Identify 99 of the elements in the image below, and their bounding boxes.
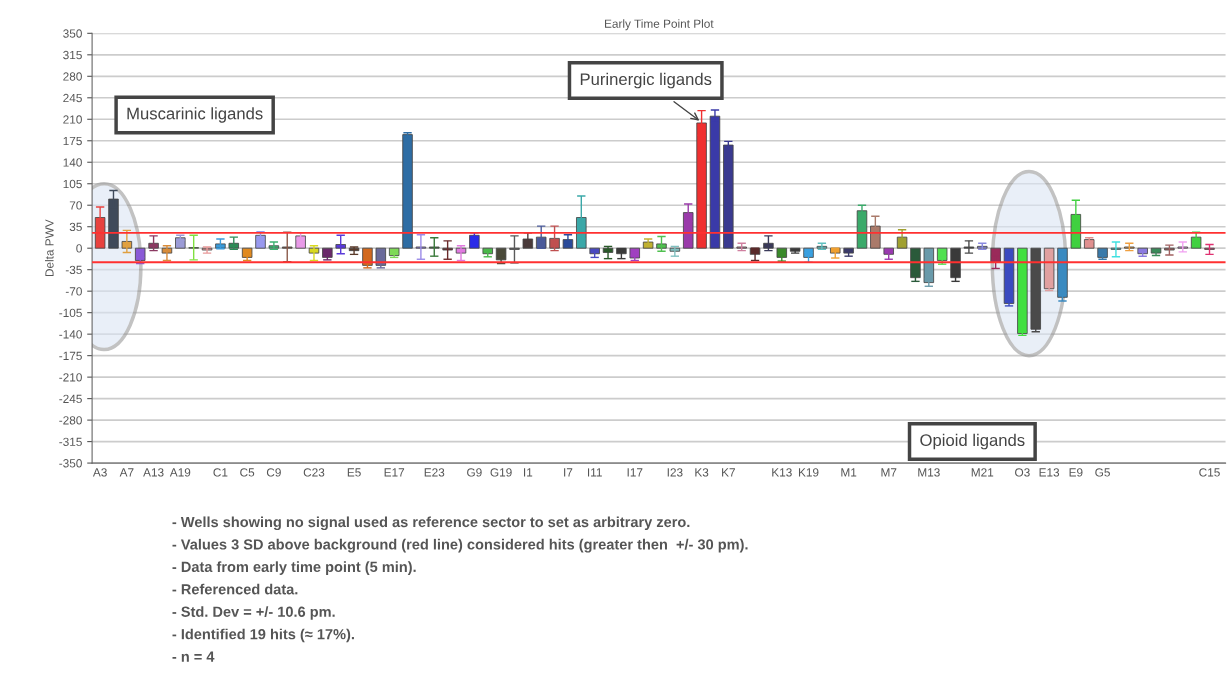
bar [522, 238, 534, 249]
y-tick-label: 105 [63, 179, 82, 189]
y-tick-label: 350 [63, 29, 82, 38]
bar [776, 247, 788, 258]
x-tick-label: A19 [169, 468, 191, 477]
y-tick-label: 175 [63, 136, 82, 146]
bar [228, 242, 240, 249]
y-tick-label: -315 [59, 437, 82, 446]
x-tick-label: I11 [587, 468, 602, 477]
x-tick-label: C23 [303, 468, 325, 477]
bar [669, 247, 681, 252]
bar [1030, 247, 1041, 330]
bar [1190, 236, 1202, 249]
x-tick-label: I23 [667, 468, 683, 477]
bar [910, 247, 921, 279]
text: - Referenced data. [172, 583, 298, 595]
text: - Std. Dev = +/- 10.6 pm. [172, 606, 335, 620]
bar [1003, 247, 1015, 304]
bar [255, 234, 266, 249]
bar [469, 234, 480, 249]
x-tick-label: I7 [564, 468, 573, 477]
x-tick-label: C1 [213, 468, 228, 477]
y-tick-label: -140 [59, 330, 82, 339]
x-tick-label: M21 [971, 468, 994, 477]
x-tick-label: E5 [347, 468, 361, 477]
text: - Wells showing no signal used as reference sector to set as arbitrary zero. [172, 516, 690, 531]
y-tick-label: 0 [76, 244, 82, 253]
x-tick-label: C15 [1199, 468, 1220, 477]
annotation: Muscarinic ligands [127, 107, 263, 123]
bar [936, 247, 948, 261]
bar [856, 210, 868, 249]
x-tick-label: E23 [424, 468, 445, 477]
bar [629, 247, 640, 259]
x-tick-label: A3 [92, 468, 107, 477]
x-tick-label: K7 [722, 468, 735, 477]
x-tick-label: E17 [384, 468, 405, 477]
x-tick-label: E13 [1039, 468, 1060, 477]
x-tick-label: K19 [798, 468, 819, 477]
x-tick-label: G9 [467, 468, 482, 477]
x-tick-label: I1 [524, 468, 533, 477]
y-tick-label: 70 [69, 201, 82, 210]
x-tick-label: C9 [266, 468, 281, 477]
x-tick-label: M13 [918, 468, 940, 477]
x-tick-label: K13 [772, 468, 792, 477]
x-tick-label: M1 [841, 468, 857, 477]
text: - n = 4 [172, 651, 215, 662]
x-tick-label: A13 [143, 468, 164, 477]
bar [1043, 247, 1055, 290]
bar [402, 134, 413, 249]
bar [803, 247, 814, 258]
y-tick-label: -175 [59, 351, 82, 361]
x-tick-label: G5 [1095, 468, 1110, 477]
bar [241, 247, 253, 258]
chart-title: Early Time Point Plot [605, 19, 714, 31]
x-tick-label: I17 [627, 468, 643, 477]
y-tick-label: 140 [63, 158, 82, 167]
bar [1083, 239, 1095, 249]
x-tick-label: M7 [881, 468, 897, 477]
text: - Data from early time point (5 min). [172, 561, 416, 575]
bar [709, 115, 721, 249]
bar [495, 247, 507, 261]
bar [215, 243, 226, 249]
bar [883, 247, 894, 255]
bar [1017, 247, 1028, 334]
bar [134, 247, 146, 261]
bar [295, 235, 306, 249]
x-tick-label: O3 [1015, 468, 1030, 477]
x-tick-label: A7 [119, 468, 134, 477]
y-tick-label: -70 [65, 287, 82, 296]
bar [562, 239, 574, 249]
bar [1097, 247, 1108, 258]
x-tick-label: C5 [240, 468, 255, 477]
y-tick-label: -105 [59, 308, 82, 318]
bar [923, 247, 935, 283]
y-tick-label: 315 [63, 50, 82, 60]
y-tick-label: -350 [59, 459, 82, 468]
bar [830, 247, 841, 254]
bar [1057, 247, 1068, 298]
y-tick-label: -245 [59, 394, 82, 404]
bar [175, 237, 186, 249]
annotation: Opioid ligands [920, 433, 1025, 450]
y-tick-label: 245 [63, 93, 82, 103]
bar [950, 247, 961, 279]
x-tick-label: G19 [490, 468, 512, 477]
bar [322, 247, 333, 258]
bar [723, 144, 734, 249]
annotation: Purinergic ligands [580, 72, 712, 89]
y-tick-label: 210 [63, 115, 82, 124]
y-tick-label: 35 [69, 222, 82, 232]
y-axis-title: Delta PWV [44, 219, 54, 277]
text: - Values 3 SD above background (red line) considered hits (greater then +/- 30 pm). [172, 538, 748, 553]
y-tick-label: -210 [59, 373, 82, 382]
bar [388, 247, 400, 256]
y-tick-label: 280 [63, 72, 82, 81]
y-tick-label: -280 [59, 416, 82, 425]
text: - Identified 19 hits (≈ 17%). [172, 628, 354, 643]
x-tick-label: K3 [695, 468, 709, 477]
x-tick-label: E9 [1069, 468, 1083, 477]
y-tick-label: -35 [65, 265, 82, 275]
